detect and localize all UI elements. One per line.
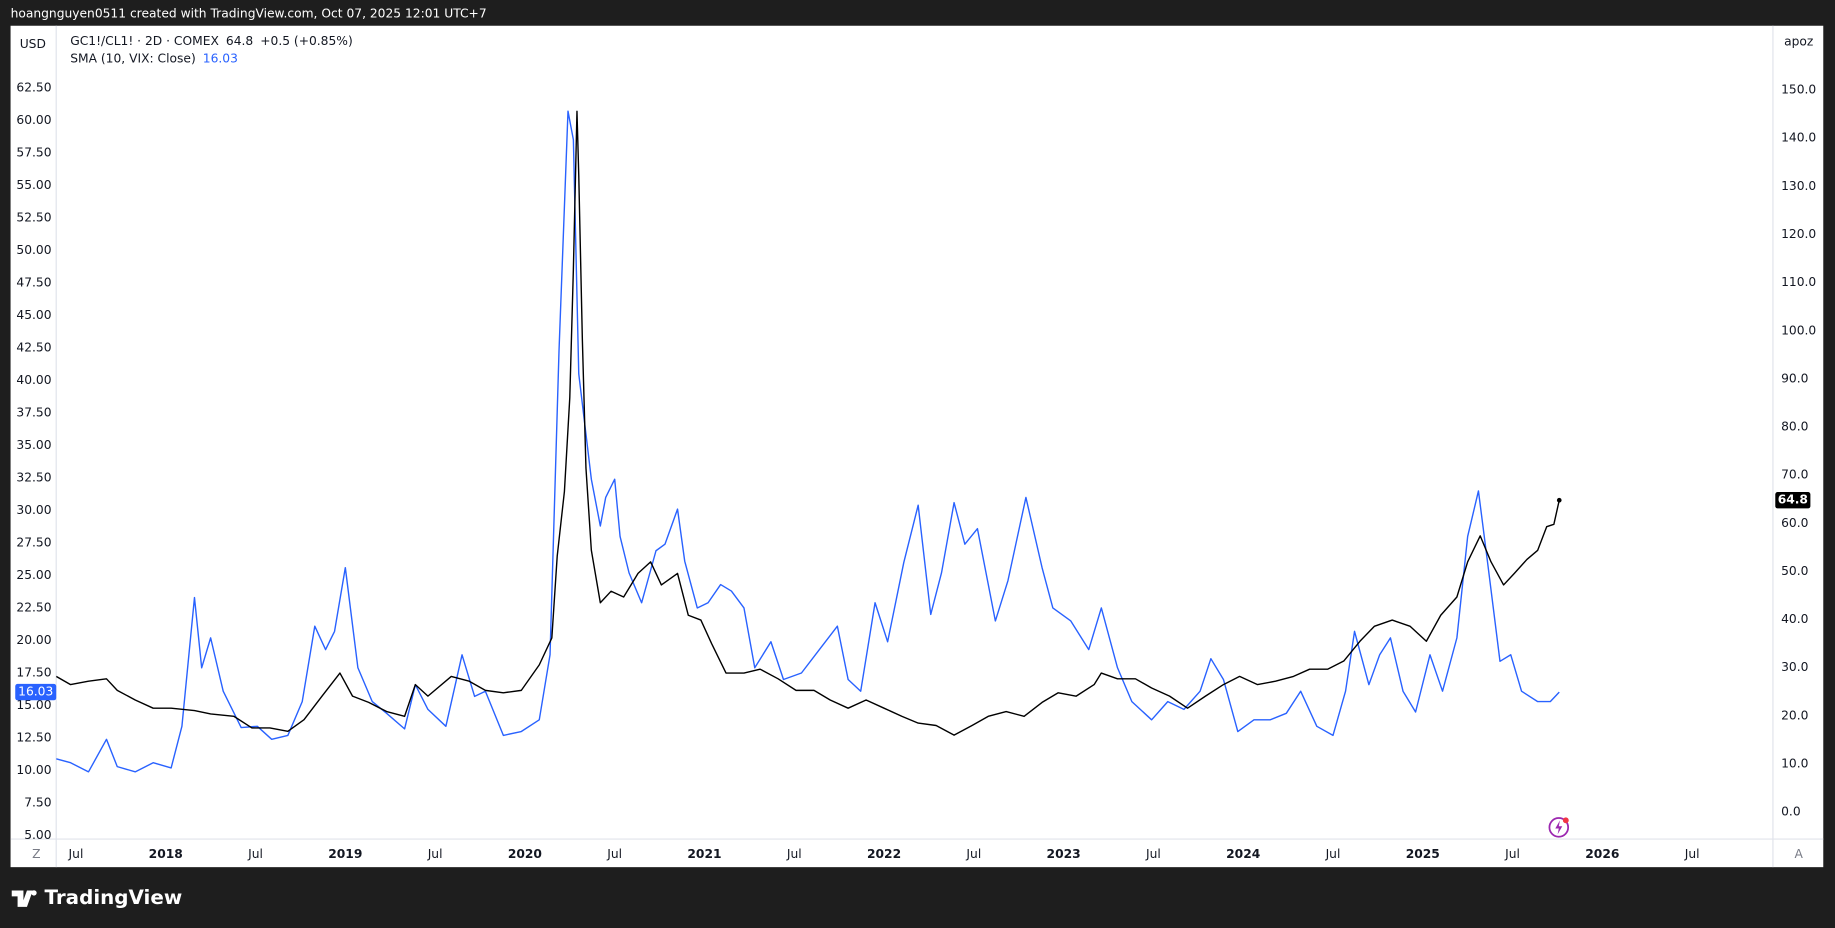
brand-logo [11,890,33,907]
y2-tick-label: 70.0 [1781,468,1808,482]
brand-name: TradingView [45,886,183,909]
y-tick-label: 7.50 [24,796,51,810]
y-tick-label: 17.50 [16,665,51,679]
last-point [1556,497,1562,503]
price-badge [1775,492,1811,509]
y2-tick-label: 80.0 [1781,420,1808,434]
y-tick-label: 30.00 [16,503,51,517]
legend-name: GC1!/CL1! · 2D · COMEX [70,33,219,47]
x-tick-label: Jul [1684,847,1700,861]
legend-value: 16.03 [203,51,238,65]
x-tick-label: 2026 [1585,847,1619,861]
x-tick-label: Jul [786,847,802,861]
y-tick-label: 62.50 [16,80,51,94]
y-axis-label: USD [20,37,46,51]
price-badge-label: 16.03 [18,685,53,699]
scale-button[interactable]: A [1794,847,1803,861]
x-tick-label: Jul [606,847,622,861]
y2-tick-label: 20.0 [1781,708,1808,722]
header-title: hoangnguyen0511 created with TradingView… [11,7,487,21]
y2-tick-label: 140.0 [1781,131,1816,145]
x-tick-label: 2024 [1226,847,1260,861]
alert-icon[interactable] [1548,817,1570,838]
scale-button[interactable]: Z [32,847,40,861]
y-tick-label: 52.50 [16,210,51,224]
brand: TradingView [11,886,183,909]
x-tick-label: 2022 [867,847,901,861]
y-tick-label: 60.00 [16,113,51,127]
y2-tick-label: 90.0 [1781,371,1808,385]
y-tick-label: 25.00 [16,568,51,582]
x-tick-label: 2020 [508,847,542,861]
y-tick-label: 40.00 [16,373,51,387]
x-tick-label: Jul [427,847,443,861]
y2-tick-label: 100.0 [1781,323,1816,337]
x-tick-label: Jul [1325,847,1341,861]
y-tick-label: 10.00 [16,763,51,777]
y2-tick-label: 40.0 [1781,612,1808,626]
y2-tick-label: 150.0 [1781,83,1816,97]
legend-entry: GC1!/CL1! · 2D · COMEX 64.8 +0.5 (+0.85%) [70,33,352,47]
y2-tick-label: 130.0 [1781,179,1816,193]
x-tick-label: 2021 [687,847,721,861]
icon-dot [1562,817,1569,824]
y-tick-label: 27.50 [16,535,51,549]
x-tick-label: Jul [68,847,84,861]
y2-tick-label: 110.0 [1781,275,1816,289]
y-tick-label: 15.00 [16,698,51,712]
y2-tick-label: 30.0 [1781,660,1808,674]
x-tick-label: Jul [1504,847,1520,861]
y-tick-label: 32.50 [16,470,51,484]
y2-tick-label: 50.0 [1781,564,1808,578]
y-tick-label: 47.50 [16,275,51,289]
series-line [56,110,1560,736]
x-tick-label: Jul [965,847,981,861]
y2-tick-label: 60.0 [1781,516,1808,530]
icon-bolt [1555,820,1563,835]
legend-change: +0.5 (+0.85%) [260,33,353,47]
icon-ring [1548,817,1570,838]
x-tick-label: Jul [1145,847,1161,861]
y-tick-label: 42.50 [16,340,51,354]
legend-entry: SMA (10, VIX: Close) 16.03 [70,51,238,65]
x-tick-label: 2019 [328,847,362,861]
y-tick-label: 22.50 [16,600,51,614]
x-tick-label: Jul [247,847,263,861]
y-tick-label: 5.00 [24,828,51,842]
y-tick-label: 20.00 [16,633,51,647]
y2-tick-label: 10.0 [1781,757,1808,771]
y-tick-label: 45.00 [16,308,51,322]
series-line [56,110,1560,773]
price-badge-label: 64.8 [1778,493,1808,507]
brand-logo-dot [31,890,37,896]
x-tick-label: 2025 [1406,847,1440,861]
y2-tick-label: 0.0 [1781,805,1801,819]
y-tick-label: 12.50 [16,731,51,745]
price-badge [15,683,57,701]
legend-value: 64.8 [226,33,253,47]
y-tick-label: 35.00 [16,438,51,452]
x-tick-label: 2023 [1047,847,1081,861]
chart-panel [10,25,1824,868]
legend-name: SMA (10, VIX: Close) [70,51,196,65]
y2-tick-label: 120.0 [1781,227,1816,241]
y-tick-label: 57.50 [16,145,51,159]
y2-axis-label: apoz [1784,35,1813,49]
y-tick-label: 50.00 [16,243,51,257]
x-tick-label: 2018 [149,847,183,861]
y-tick-label: 55.00 [16,178,51,192]
y-tick-label: 37.50 [16,405,51,419]
